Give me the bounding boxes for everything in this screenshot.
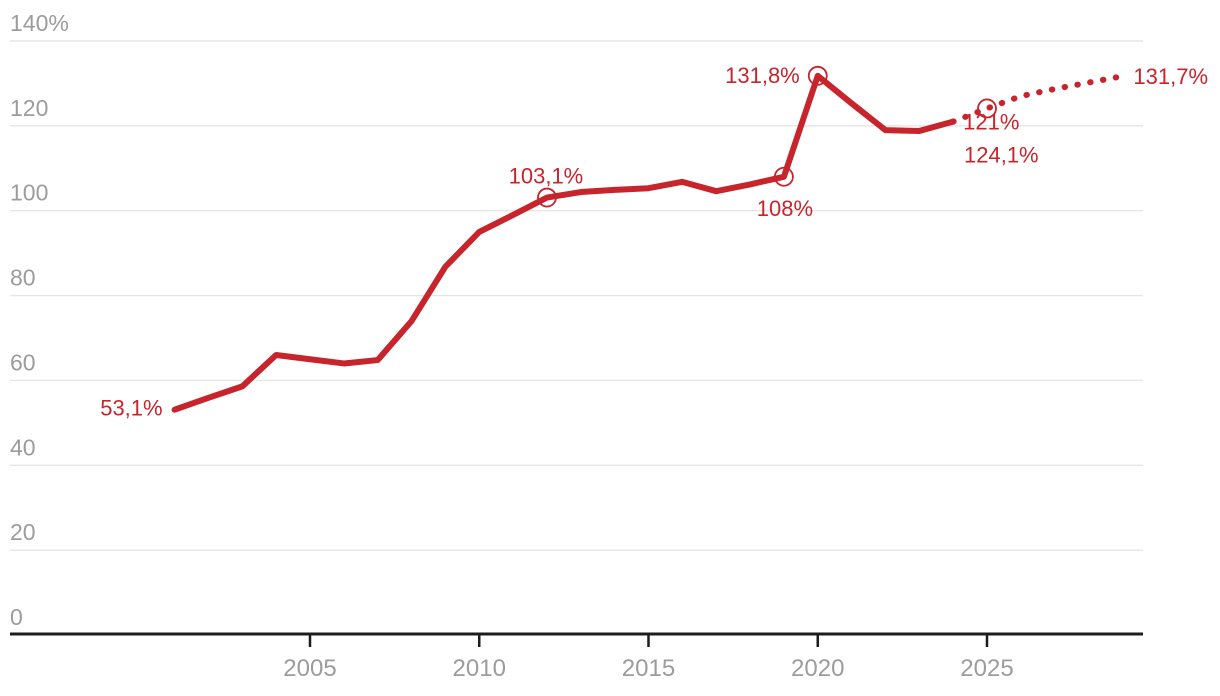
y-tick-label: 40 <box>10 434 36 460</box>
y-tick-label: 80 <box>10 265 36 291</box>
data-point-label: 103,1% <box>509 164 584 189</box>
x-tick-label: 2005 <box>283 655 336 682</box>
data-point-label: 131,8% <box>725 63 800 88</box>
x-tick-label: 2025 <box>960 655 1013 682</box>
y-tick-label: 0 <box>10 604 23 630</box>
data-point-label: 121% <box>963 110 1019 135</box>
point-marker <box>977 98 997 119</box>
x-tick-label: 2015 <box>622 655 675 682</box>
point-marker <box>774 166 794 187</box>
y-tick-label: 20 <box>10 519 36 545</box>
series-line-forecast <box>950 73 1126 125</box>
data-point-label: 131,7% <box>1133 64 1208 89</box>
y-tick-label: 140% <box>10 10 69 36</box>
point-marker <box>537 187 557 208</box>
x-tick-label: 2010 <box>453 655 506 682</box>
point-marker <box>807 65 828 86</box>
data-point-label: 108% <box>757 196 813 221</box>
data-point-label: 124,1% <box>964 142 1039 167</box>
y-tick-label: 60 <box>10 349 36 375</box>
data-point-label: 53,1% <box>100 396 162 421</box>
series-line-historical <box>171 72 957 413</box>
y-tick-label: 100 <box>10 180 48 206</box>
y-tick-label: 120 <box>10 95 48 121</box>
x-tick-label: 2020 <box>791 655 844 682</box>
